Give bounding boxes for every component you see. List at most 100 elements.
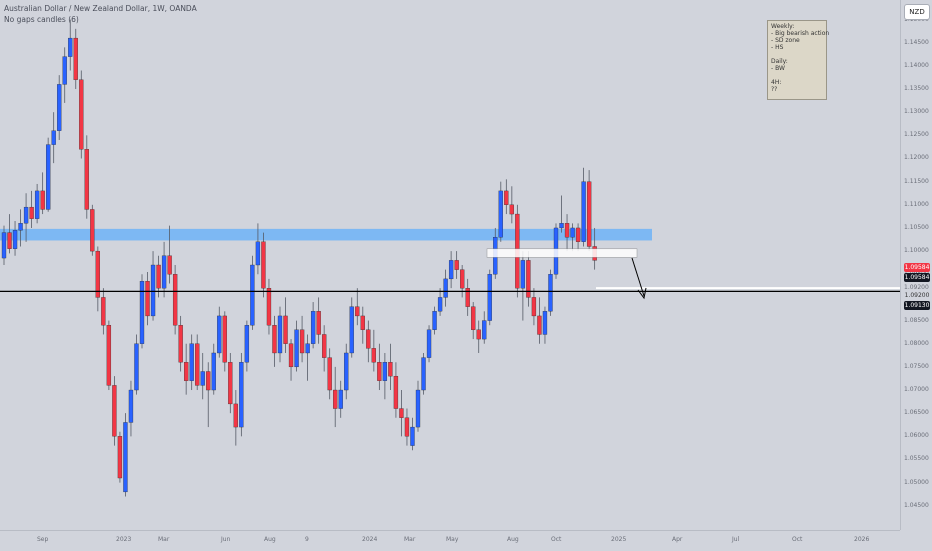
indicator-label[interactable]: No gaps candles (6) xyxy=(4,15,79,24)
candle-body xyxy=(239,362,244,428)
projection-arrow-shaft xyxy=(631,257,645,297)
candle-body xyxy=(498,190,503,238)
time-tick-label: 2024 xyxy=(362,536,378,543)
candle-body xyxy=(57,84,62,131)
candle-body xyxy=(465,288,470,307)
candle-body xyxy=(34,190,40,219)
price-tick-label: 1.11500 xyxy=(904,177,929,185)
candle-body xyxy=(349,306,354,354)
candle-body xyxy=(195,343,200,386)
note-line: - Big bearish action xyxy=(771,30,830,37)
price-tick-label: 1.04500 xyxy=(904,501,929,509)
chart-plot-area[interactable]: Australian Dollar / New Zealand Dollar, … xyxy=(0,0,900,530)
candle-body xyxy=(471,306,476,330)
time-tick-label: 2025 xyxy=(611,536,627,543)
candle-body xyxy=(421,357,426,391)
time-tick-label: Jun xyxy=(221,536,231,543)
candle-body xyxy=(443,278,448,298)
candle-body xyxy=(531,297,537,317)
candle-body xyxy=(575,227,581,242)
candle-body xyxy=(255,241,261,266)
time-tick-label: May xyxy=(446,536,459,543)
candle-body xyxy=(272,325,277,354)
candle-body xyxy=(537,315,542,335)
candle-body xyxy=(200,371,205,386)
supply-zone xyxy=(0,228,652,241)
marked-range xyxy=(486,248,638,258)
candle-body xyxy=(542,311,548,335)
price-tick-label: 1.07000 xyxy=(904,386,929,394)
candle-body xyxy=(504,190,509,205)
price-tick-label: 1.12500 xyxy=(904,131,929,139)
time-tick-label: 2023 xyxy=(116,536,132,543)
candle-body xyxy=(62,56,67,85)
currency-button[interactable]: NZD xyxy=(904,4,930,20)
price-tick-label: 1.11000 xyxy=(904,200,929,208)
candle-body xyxy=(310,311,316,344)
note-line: 4H: xyxy=(771,79,782,86)
price-tick-label: 1.14000 xyxy=(904,61,929,69)
candle-body xyxy=(360,315,365,330)
notes-text-box[interactable]: Weekly: - Big bearish action - SD zone - HS… xyxy=(767,20,830,100)
candle-body xyxy=(84,149,89,210)
price-tick-label: 1.06500 xyxy=(904,409,929,417)
candle-body xyxy=(184,362,189,381)
candle-body xyxy=(316,311,321,335)
candle-body xyxy=(570,227,575,238)
time-tick-label: Apr xyxy=(672,536,683,543)
candle-body xyxy=(123,422,128,493)
price-tick-label: 1.12000 xyxy=(904,154,929,162)
last-price-tag: 1.09584 xyxy=(904,263,930,272)
axis-price-label: 1.09200 xyxy=(904,292,930,299)
current-price-tag: 1.09584 xyxy=(904,273,930,282)
candle-body xyxy=(437,297,443,312)
note-line: Daily: xyxy=(771,58,788,65)
candlestick-chart[interactable] xyxy=(0,0,900,530)
candle-body xyxy=(250,264,255,326)
candle-body xyxy=(322,334,327,358)
candle-body xyxy=(586,181,592,247)
time-tick-label: Mar xyxy=(158,536,170,543)
candle-body xyxy=(399,408,404,418)
support-level-tag: 1.09130 xyxy=(904,301,930,310)
candle-body xyxy=(134,343,139,391)
candle-body xyxy=(559,223,564,229)
price-tick-label: 1.08500 xyxy=(904,316,929,324)
candle-body xyxy=(476,329,481,340)
candle-body xyxy=(117,436,123,479)
time-tick-label: 2026 xyxy=(854,536,870,543)
candle-body xyxy=(217,315,222,354)
candle-body xyxy=(46,144,51,210)
candle-body xyxy=(520,260,526,289)
candle-body xyxy=(526,260,531,298)
candle-body xyxy=(79,79,84,150)
candle-body xyxy=(233,403,238,428)
candle-body xyxy=(388,362,393,377)
candle-body xyxy=(128,389,134,423)
candle-body xyxy=(261,241,266,289)
time-tick-label: Aug xyxy=(264,536,276,543)
candle-body xyxy=(415,389,421,428)
price-tick-label: 1.10000 xyxy=(904,247,929,255)
candle-body xyxy=(344,352,349,391)
candle-body xyxy=(299,329,305,354)
price-tick-label: 1.10500 xyxy=(904,223,929,231)
candle-body xyxy=(338,389,343,409)
candle-body xyxy=(7,232,12,249)
candle-body xyxy=(211,352,216,391)
time-axis[interactable]: Sep 2023 Mar Jun Aug 9 2024 Mar May Aug Oct 2025 Apr… xyxy=(0,530,900,551)
candle-body xyxy=(95,250,100,298)
candle-body xyxy=(161,255,167,289)
candle-body xyxy=(482,320,487,340)
time-tick-label: Aug xyxy=(507,536,519,543)
price-tick-label: 1.05500 xyxy=(904,455,929,463)
candle-body xyxy=(172,274,178,326)
candle-body xyxy=(288,343,294,368)
candle-body xyxy=(228,362,233,405)
candle-body xyxy=(283,315,288,344)
candle-body xyxy=(178,325,183,363)
candle-body xyxy=(112,385,117,437)
candle-body xyxy=(448,260,454,280)
candle-body xyxy=(548,274,553,312)
candle-body xyxy=(564,223,570,238)
